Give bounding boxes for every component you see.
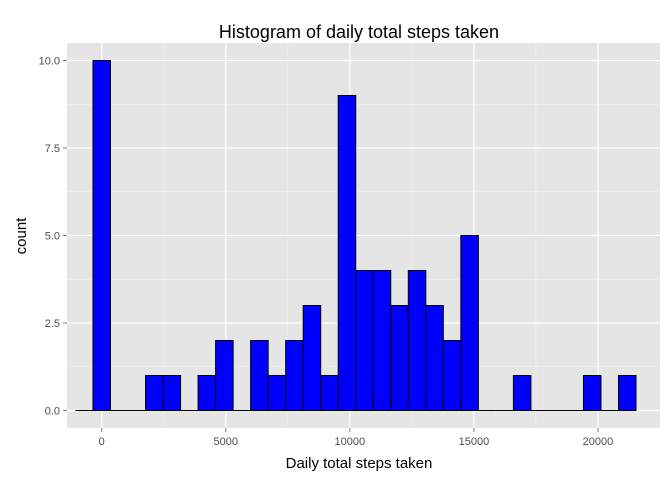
histogram-bar (337, 95, 357, 411)
histogram-bars (75, 60, 637, 411)
histogram-bar (390, 305, 409, 411)
y-tick-label: 7.5 (45, 143, 60, 155)
histogram-bar (372, 270, 392, 411)
histogram-bar (425, 305, 444, 411)
y-tick-label: 5.0 (45, 231, 60, 243)
x-tick-label: 20000 (583, 436, 614, 448)
x-axis-title: Daily total steps taken (286, 455, 433, 472)
histogram-bar (267, 375, 287, 411)
histogram-bar (442, 340, 462, 411)
histogram-bar (145, 375, 164, 411)
y-axis-ticks: 0.0 2.5 5.0 7.5 10.0 (39, 56, 67, 418)
x-tick-label: 0 (99, 436, 105, 448)
histogram-bar (582, 375, 602, 411)
histogram-bar (215, 340, 234, 411)
y-tick-label: 10.0 (39, 56, 60, 68)
histogram-bar (302, 305, 322, 411)
x-axis-ticks: 0 5000 10000 15000 20000 (99, 428, 614, 448)
histogram-bar (460, 235, 479, 411)
histogram-bar (512, 375, 532, 411)
histogram-bar (285, 340, 304, 411)
y-axis-title: count (13, 217, 30, 255)
y-tick-label: 0.0 (45, 406, 60, 418)
histogram-bar (407, 270, 427, 411)
histogram-bar (197, 375, 217, 411)
y-tick-label: 2.5 (45, 318, 60, 330)
histogram-bar (320, 375, 339, 411)
x-tick-label: 5000 (214, 436, 238, 448)
histogram-bar (617, 375, 637, 411)
x-tick-label: 10000 (335, 436, 366, 448)
histogram-bar (250, 340, 269, 411)
histogram-bar (162, 375, 182, 411)
chart-title: Histogram of daily total steps taken (219, 22, 499, 42)
x-tick-label: 15000 (459, 436, 490, 448)
histogram-bar (355, 270, 374, 411)
histogram-bar (92, 60, 111, 411)
